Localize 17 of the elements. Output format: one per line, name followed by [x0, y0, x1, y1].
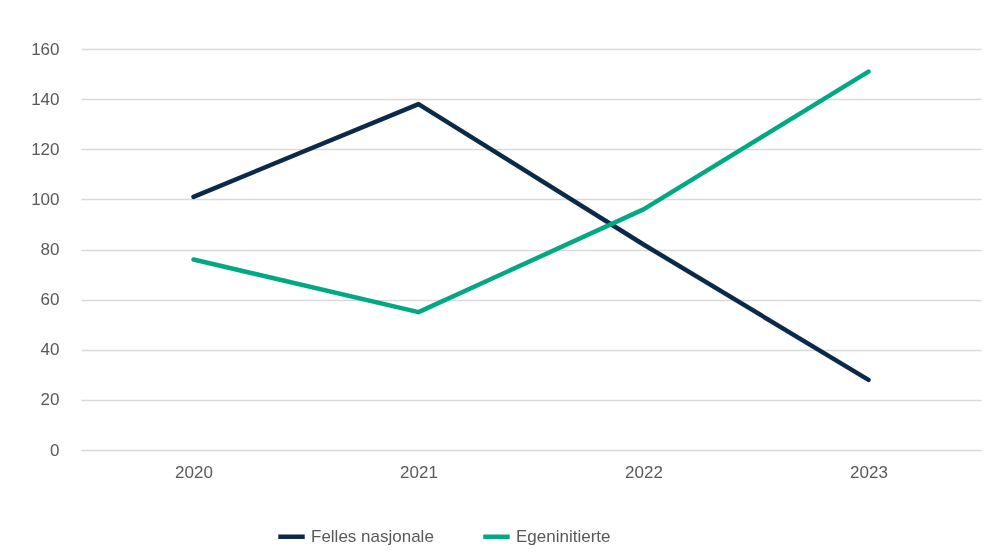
x-tick-label: 2022	[625, 462, 663, 482]
y-tick-label: 120	[31, 139, 60, 159]
y-tick-label: 160	[31, 39, 60, 59]
y-tick-label: 20	[40, 390, 60, 410]
y-tick-label: 60	[40, 290, 60, 310]
y-tick-label: 40	[40, 340, 60, 360]
x-tick-label: 2021	[400, 462, 438, 482]
line-series	[191, 69, 871, 315]
line-series	[191, 101, 871, 383]
y-tick-label: 80	[40, 240, 60, 259]
y-tick-label: 0	[50, 440, 60, 460]
x-tick-label: 2020	[175, 462, 213, 482]
legend-label: Felles nasjonale	[311, 526, 434, 546]
x-tick-label: 2023	[850, 462, 888, 482]
y-tick-label: 100	[31, 189, 60, 209]
legend-label: Egeninitierte	[516, 526, 611, 546]
y-tick-label: 140	[31, 89, 60, 109]
